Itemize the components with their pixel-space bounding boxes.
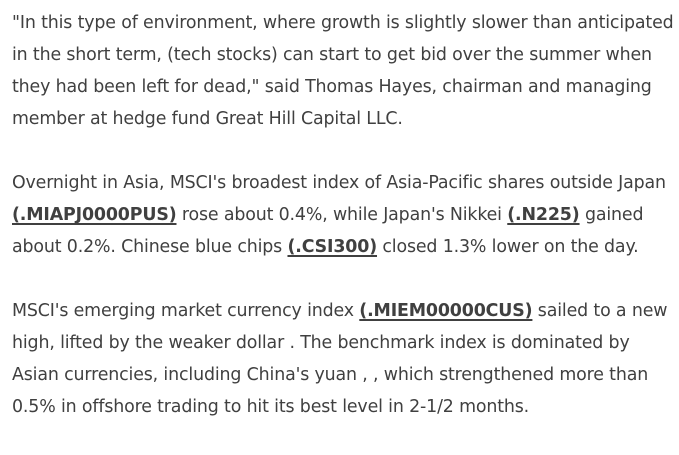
paragraph-text: "In this type of environment, where grow… (12, 13, 674, 129)
paragraph-quote: "In this type of environment, where grow… (12, 7, 677, 135)
paragraph-text: Overnight in Asia, MSCI's broadest index… (12, 173, 666, 193)
ticker-link-csi300[interactable]: (.CSI300) (287, 237, 378, 257)
ticker-link-miem[interactable]: (.MIEM00000CUS) (359, 301, 533, 321)
paragraph-text: closed 1.3% lower on the day. (377, 237, 639, 257)
paragraph-text: rose about 0.4%, while Japan's Nikkei (176, 205, 508, 225)
paragraph-text: sailed to a new high, lifted by the weak… (12, 301, 668, 417)
paragraph-asia-markets: Overnight in Asia, MSCI's broadest index… (12, 167, 677, 263)
paragraph-text: MSCI's emerging market currency index (12, 301, 360, 321)
paragraph-currency: MSCI's emerging market currency index (.… (12, 295, 677, 423)
ticker-link-miapj[interactable]: (.MIAPJ0000PUS) (12, 205, 177, 225)
article-body: "In this type of environment, where grow… (12, 7, 677, 455)
paragraph-text: gained about 0.2%. Chinese blue chips (12, 205, 644, 257)
ticker-link-n225[interactable]: (.N225) (507, 205, 580, 225)
